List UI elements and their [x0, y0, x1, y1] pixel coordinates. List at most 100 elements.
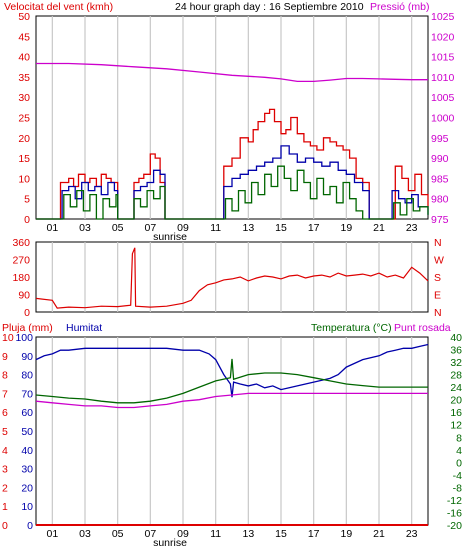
- panel3-humidity-tick-label: 70: [21, 388, 33, 400]
- panel1-sunrise-label: sunrise: [153, 231, 187, 243]
- panel3-rain-tick-label: 5: [2, 426, 8, 438]
- panel3-x-tick-label: 21: [373, 528, 385, 540]
- panel2-compass-label: E: [434, 290, 441, 302]
- panel1-y-tick-label: 5: [24, 194, 30, 206]
- panel2-compass-label: N: [434, 237, 442, 249]
- panel3-rain-tick-label: 9: [2, 351, 8, 363]
- panel3-humidity-tick-label: 80: [21, 370, 33, 382]
- panel1-y2-tick-label: 975: [431, 214, 449, 226]
- panel1-x-tick-label: 11: [210, 222, 221, 234]
- panel3-temperature-tick-label: 12: [450, 420, 462, 432]
- panel3-rain-tick-label: 6: [2, 407, 8, 419]
- panel1-y-tick-label: 10: [18, 173, 30, 185]
- panel1-x-tick-label: 05: [112, 222, 124, 234]
- panel1-x-tick-label: 09: [177, 222, 189, 234]
- panel2-y-tick-label: 360: [12, 237, 30, 249]
- panel3-temperature-tick-label: 32: [450, 357, 462, 369]
- panel3-temperature-tick-label: 36: [450, 345, 462, 357]
- panel1-y-tick-label: 40: [18, 52, 30, 64]
- panel3-rain-tick-label: 4: [2, 445, 8, 457]
- panel3-x-tick-label: 19: [340, 528, 352, 540]
- panel2-compass-label: S: [434, 272, 441, 284]
- panel2-compass-label: N: [434, 307, 442, 319]
- panel3-temperature-tick-label: 28: [450, 370, 462, 382]
- panel3-temperature-tick-label: 8: [456, 432, 462, 444]
- panel2-compass-label: W: [434, 255, 444, 267]
- panel1-x-tick-label: 23: [406, 222, 418, 234]
- panel3-sunrise-label: sunrise: [153, 537, 187, 549]
- panel1-y-tick-label: 50: [18, 11, 30, 23]
- panel3-x-tick-label: 15: [275, 528, 287, 540]
- panel3-plot-area: [35, 336, 429, 526]
- panel1-y-tick-label: 35: [18, 72, 30, 84]
- panel1-x-tick-label: 17: [308, 222, 320, 234]
- panel3-temperature-tick-label: 20: [450, 395, 462, 407]
- panel1-x-tick-label: 21: [373, 222, 385, 234]
- panel1-x-tick-label: 19: [340, 222, 352, 234]
- wind-speed-axis-title: Velocitat del vent (kmh): [4, 1, 113, 13]
- panel1-y-tick-label: 45: [18, 31, 30, 43]
- humidity-temperature-panel: 0123456789100102030405060708090100-20-16…: [2, 332, 462, 549]
- panel1-y-tick-label: 0: [24, 214, 30, 226]
- panel1-x-tick-label: 07: [144, 222, 156, 234]
- pressure-axis-title: Pressió (mb): [370, 1, 430, 13]
- panel3-x-tick-label: 03: [79, 528, 91, 540]
- series-line-punt-rosada: [35, 392, 428, 409]
- panel1-x-tick-label: 15: [275, 222, 287, 234]
- panel1-y-tick-label: 25: [18, 113, 30, 125]
- panel3-x-tick-label: 11: [210, 528, 221, 540]
- panel3-temperature-tick-label: -12: [447, 495, 462, 507]
- panel1-y2-tick-label: 1015: [431, 52, 455, 64]
- panel3-temperature-tick-label: -20: [447, 520, 462, 532]
- panel3-temperature-tick-label: -8: [453, 482, 462, 494]
- panel3-x-tick-label: 13: [242, 528, 254, 540]
- panel1-y-tick-label: 20: [18, 133, 30, 145]
- panel3-humidity-tick-label: 60: [21, 407, 33, 419]
- panel3-x-tick-label: 01: [46, 528, 58, 540]
- chart-title: 24 hour graph day : 16 Septiembre 2010: [175, 1, 364, 13]
- panel2-y-tick-label: 90: [18, 290, 30, 302]
- panel3-x-tick-label: 07: [144, 528, 156, 540]
- series-line-temperatura: [35, 358, 428, 404]
- panel3-x-tick-label: 09: [177, 528, 189, 540]
- panel3-humidity-tick-label: 0: [27, 520, 33, 532]
- panel1-y2-tick-label: 1010: [431, 72, 455, 84]
- series-line-wind-direction: [35, 247, 429, 309]
- panel3-rain-tick-label: 10: [2, 332, 14, 344]
- panel1-y2-tick-label: 990: [431, 153, 449, 165]
- panel2-y-tick-label: 270: [12, 255, 30, 267]
- panel3-rain-tick-label: 1: [2, 501, 8, 513]
- panel1-y2-tick-label: 1005: [431, 92, 455, 104]
- panel3-humidity-tick-label: 20: [21, 482, 33, 494]
- humidity-axis-title: Humitat: [66, 322, 102, 334]
- panel3-temperature-tick-label: 40: [450, 332, 462, 344]
- rain-axis-title: Pluja (mm): [2, 322, 53, 334]
- panel1-y2-tick-label: 985: [431, 173, 449, 185]
- panel3-temperature-tick-label: 4: [456, 445, 462, 457]
- series-line-humitat: [35, 343, 429, 398]
- panel3-x-tick-label: 17: [308, 528, 320, 540]
- dewpoint-axis-title: Punt rosada: [394, 322, 451, 334]
- panel3-temperature-tick-label: 24: [450, 382, 462, 394]
- panel1-x-tick-label: 01: [46, 222, 58, 234]
- panel3-temperature-tick-label: -4: [453, 470, 462, 482]
- panel3-rain-tick-label: 0: [2, 520, 8, 532]
- panel1-y2-tick-label: 980: [431, 194, 449, 206]
- series-line-minim: [36, 165, 429, 220]
- panel3-temperature-tick-label: -16: [447, 507, 462, 519]
- panel3-rain-tick-label: 8: [2, 370, 8, 382]
- panel3-humidity-tick-label: 90: [21, 351, 33, 363]
- panel3-x-tick-label: 05: [112, 528, 124, 540]
- panel3-humidity-tick-label: 50: [21, 426, 33, 438]
- panel3-temperature-tick-label: 0: [456, 457, 462, 469]
- panel3-temperature-tick-label: 16: [450, 407, 462, 419]
- panel3-x-tick-label: 23: [406, 528, 418, 540]
- series-line-pressi-: [36, 62, 428, 83]
- panel3-rain-tick-label: 7: [2, 388, 8, 400]
- panel3-humidity-tick-label: 10: [21, 501, 33, 513]
- panel1-y2-tick-label: 1025: [431, 11, 455, 23]
- panel3-humidity-tick-label: 40: [21, 445, 33, 457]
- wind-pressure-panel: 0510152025303540455097598098599099510001…: [18, 11, 454, 243]
